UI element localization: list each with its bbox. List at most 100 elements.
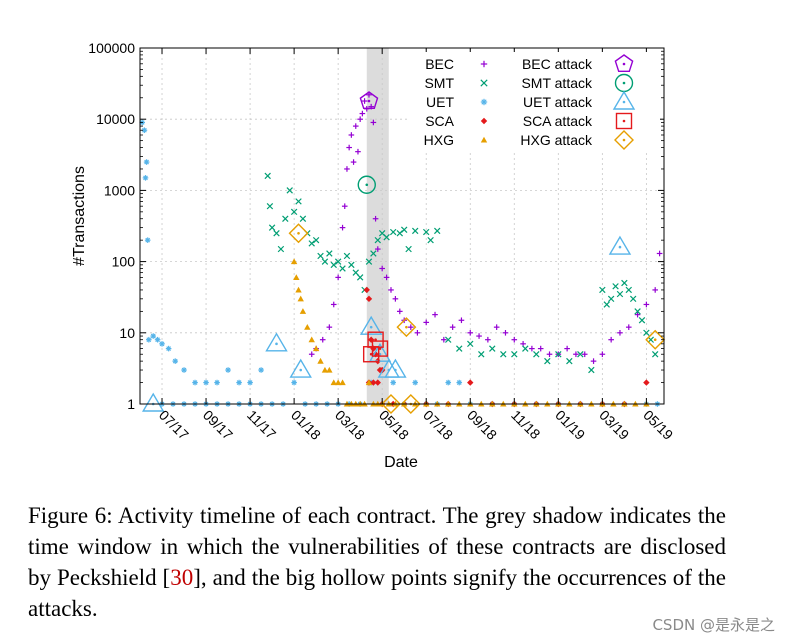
data-point-smt (634, 308, 641, 315)
data-point-smt (282, 215, 289, 222)
legend-attack-label-smt: SMT attack (521, 75, 593, 91)
data-point-smt (286, 187, 293, 194)
data-point-uet (154, 336, 161, 343)
data-point-bec (414, 330, 421, 336)
data-point-bec (379, 265, 385, 272)
data-point-uet (192, 379, 198, 386)
x-tick-label: 07/17 (156, 407, 192, 443)
series-smt (264, 172, 659, 374)
data-point-bec (511, 336, 518, 343)
data-point-smt (299, 215, 307, 222)
data-point-bec (326, 324, 333, 330)
legend-marker-hxg (480, 136, 488, 143)
data-point-bec (361, 98, 368, 104)
data-point-uet (141, 127, 148, 134)
data-point-uet (445, 379, 452, 386)
data-point-uet (291, 379, 297, 386)
data-point-smt (607, 295, 615, 303)
x-tick-label: 03/18 (332, 407, 368, 443)
data-point-sca (363, 286, 370, 294)
data-point-smt (588, 366, 595, 374)
data-point-uet (203, 379, 209, 386)
data-point-uet (146, 336, 152, 343)
legend-attack-label-uet: UET attack (523, 94, 593, 110)
data-point-hxg (304, 323, 311, 330)
data-point-sca (370, 379, 377, 386)
data-point-uet (142, 175, 149, 181)
data-point-smt (577, 351, 584, 358)
data-point-bec (335, 274, 341, 281)
data-point-smt (317, 252, 324, 260)
data-point-smt (434, 227, 441, 235)
watermark: CSDN @是永是之 (652, 616, 775, 634)
data-point-bec (581, 351, 588, 358)
data-point-smt (266, 202, 274, 210)
legend-attack-marker-hxg (614, 130, 634, 150)
data-point-bec (359, 110, 366, 117)
legend-label-uet: UET (426, 94, 454, 110)
data-point-bec (396, 308, 403, 315)
data-point-smt (599, 286, 606, 294)
data-point-bec (656, 250, 663, 257)
data-point-hxg (317, 357, 324, 364)
data-point-bec (352, 123, 359, 129)
attack-marker-uet (289, 358, 312, 378)
legend-label-hxg: HXG (424, 132, 454, 148)
caption-reference[interactable]: 30 (170, 565, 194, 590)
data-point-bec (308, 351, 315, 358)
data-point-smt (625, 286, 632, 294)
data-point-smt (445, 336, 452, 343)
x-tick-label: 05/18 (376, 407, 412, 443)
data-point-smt (489, 345, 496, 352)
attack-marker-hxg (288, 223, 309, 244)
attack-marker-hxg (396, 317, 417, 338)
x-axis-label: Date (384, 454, 418, 471)
caption-text-end: ], and the big hollow points signify the… (28, 565, 726, 621)
attack-marker-uet (384, 358, 407, 378)
data-point-smt (511, 351, 518, 358)
attack-marker-smt (357, 175, 376, 194)
data-point-bec (355, 148, 361, 155)
attack-marker-uet (359, 315, 383, 335)
data-point-sca (467, 379, 474, 386)
data-point-bec (383, 274, 390, 281)
data-point-smt (295, 198, 302, 205)
caption-text: Figure 6: Activity timeline of each cont… (28, 503, 726, 590)
data-point-hxg (295, 286, 302, 293)
x-tick-label: 01/19 (552, 407, 588, 443)
data-point-bec (564, 345, 570, 352)
data-point-bec (344, 166, 350, 172)
data-point-smt (370, 250, 377, 257)
data-point-smt (643, 329, 650, 337)
data-point-uet (258, 367, 264, 373)
data-point-bec (537, 345, 544, 352)
data-point-smt (467, 340, 474, 348)
data-point-smt (312, 236, 320, 244)
data-point-smt (268, 224, 276, 231)
data-point-uet (247, 379, 253, 386)
data-point-uet (456, 379, 463, 386)
legend-marker-smt (480, 79, 488, 87)
data-point-bec (348, 132, 355, 138)
data-point-smt (500, 351, 507, 358)
data-point-sca (374, 379, 381, 386)
data-point-smt (383, 233, 390, 241)
y-tick-label: 100000 (88, 40, 135, 56)
data-point-smt (612, 283, 619, 290)
data-point-smt (405, 245, 412, 253)
data-point-hxg (293, 274, 300, 280)
data-point-hxg (297, 295, 304, 302)
data-point-hxg (299, 308, 307, 314)
legend-attack-label-bec: BEC attack (522, 56, 593, 72)
data-point-bec (493, 324, 500, 330)
data-point-bec (643, 301, 650, 308)
legend-attack-marker-uet (612, 90, 636, 110)
data-point-smt (277, 245, 285, 253)
legend-attack-marker-bec (614, 54, 634, 73)
plot-frame (139, 47, 665, 405)
legend-label-bec: BEC (425, 56, 454, 72)
data-point-hxg (326, 366, 333, 373)
data-point-bec (330, 301, 337, 308)
data-point-bec (485, 336, 491, 343)
